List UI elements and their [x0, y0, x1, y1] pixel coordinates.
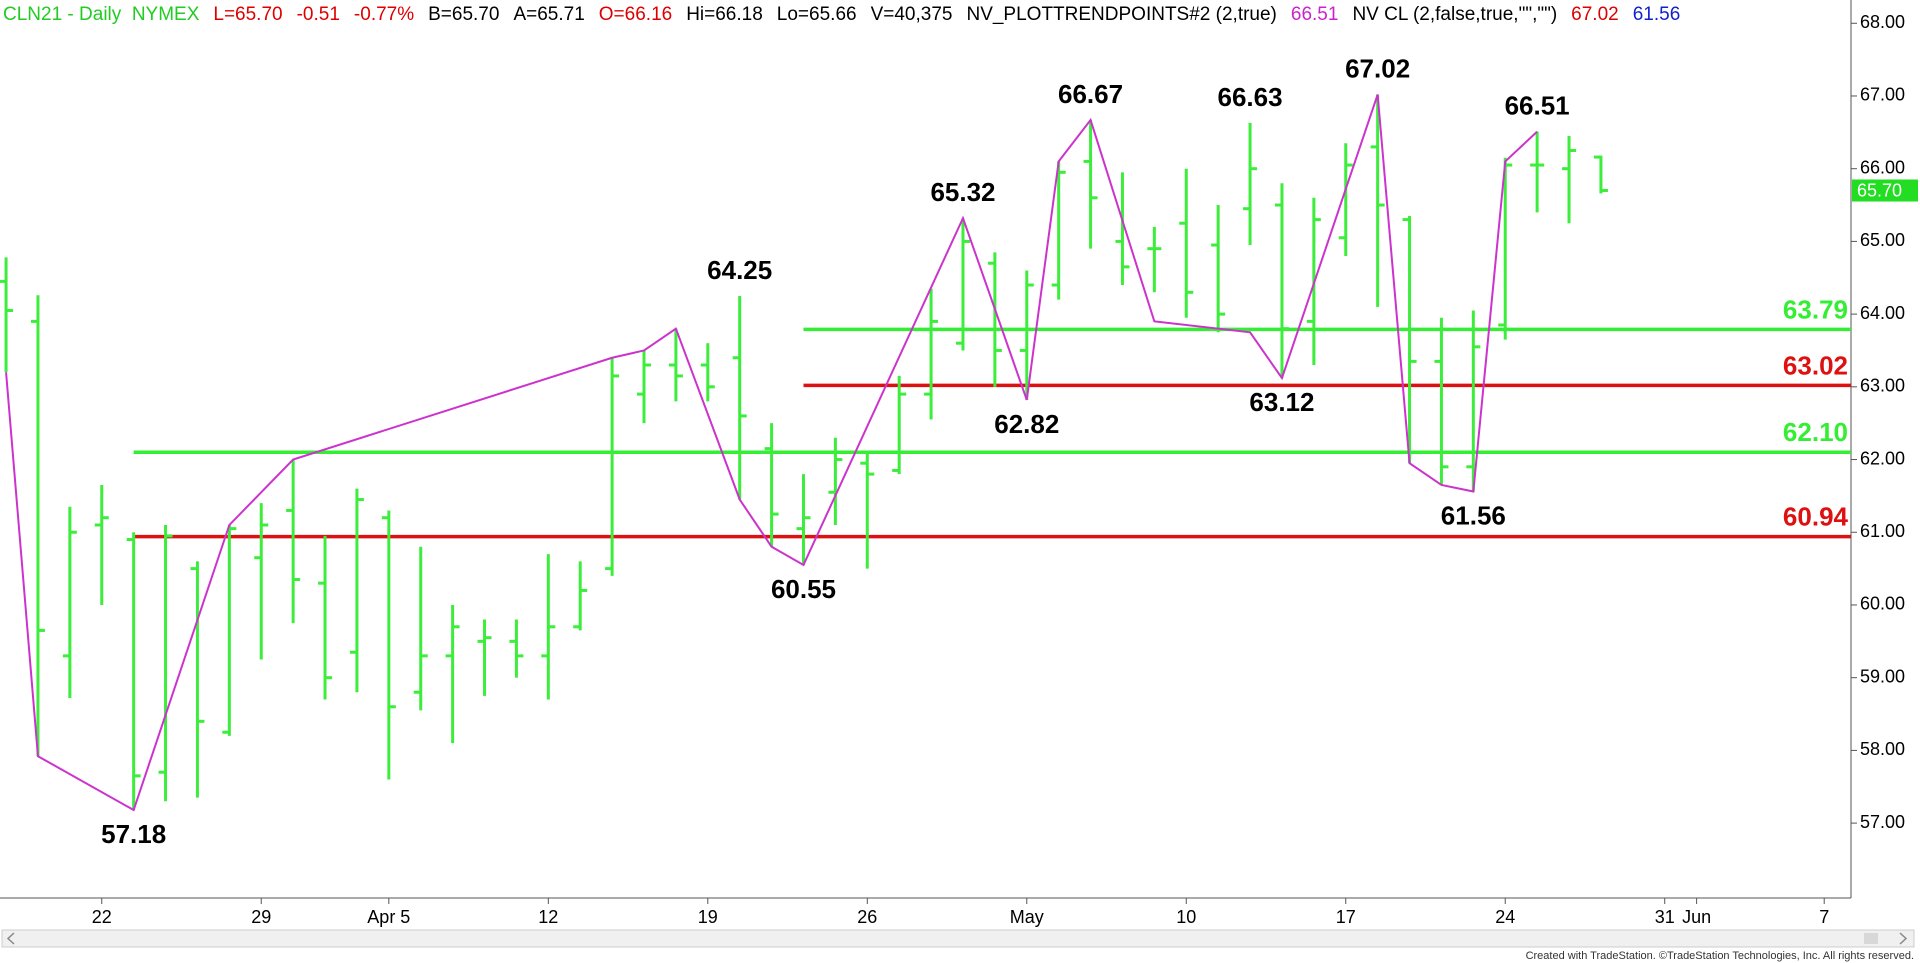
scroll-right[interactable] [1899, 932, 1908, 945]
y-tick-label: 57.00 [1860, 812, 1905, 832]
y-tick-label: 67.00 [1860, 85, 1905, 105]
header-item: Hi=66.18 [686, 4, 763, 25]
header-item: 67.02 [1571, 4, 1619, 25]
scroll-thumb[interactable] [1864, 933, 1878, 944]
header-item: A=65.71 [513, 4, 584, 25]
header-item: 66.51 [1291, 4, 1339, 25]
pivot-label: 65.32 [930, 177, 995, 207]
level-label: 63.02 [1783, 350, 1848, 380]
header-item: NV_PLOTTRENDPOINTS#2 (2,true) [966, 4, 1276, 25]
y-tick-label: 61.00 [1860, 521, 1905, 541]
header-item: 61.56 [1633, 4, 1681, 25]
y-tick-label: 62.00 [1860, 448, 1905, 468]
trend-line [5, 94, 1538, 812]
x-tick-label: 31 [1655, 907, 1675, 927]
x-tick-label: 26 [857, 907, 877, 927]
x-tick-label: Apr 5 [367, 907, 410, 927]
last-price-box [1852, 179, 1918, 202]
x-tick-label: 12 [538, 907, 558, 927]
x-tick-label: 17 [1336, 907, 1356, 927]
y-tick-label: 63.00 [1860, 376, 1905, 396]
header-item: NV CL (2,false,true,"","") [1352, 4, 1557, 25]
header: CLN21 - Daily NYMEX L=65.70 -0.51 -0.77% B=6… [3, 4, 1680, 25]
pivot-label: 66.51 [1505, 90, 1570, 120]
x-tick-label: Jun [1682, 907, 1711, 927]
header-item: O=66.16 [599, 4, 672, 25]
pivot-label: 62.82 [994, 409, 1059, 439]
header-item: B=65.70 [428, 4, 499, 25]
x-tick-label: 24 [1495, 907, 1515, 927]
x-tick-label: 10 [1176, 907, 1196, 927]
y-tick-label: 58.00 [1860, 739, 1905, 759]
pivot-label: 66.67 [1058, 79, 1123, 109]
scrollbar[interactable] [1, 929, 1915, 948]
last-price-label: 65.70 [1857, 180, 1902, 200]
footer: Created with TradeStation. ©TradeStation… [1526, 950, 1914, 962]
header-item: V=40,375 [871, 4, 953, 25]
y-tick-label: 60.00 [1860, 594, 1905, 614]
x-tick-label: 22 [92, 907, 112, 927]
x-tick-label: May [1010, 907, 1044, 927]
y-tick-label: 59.00 [1860, 666, 1905, 686]
pivot-label: 61.56 [1441, 500, 1506, 530]
pivot-label: 60.55 [771, 574, 836, 604]
level-label: 63.79 [1783, 294, 1848, 324]
y-tick-label: 68.00 [1860, 12, 1905, 32]
scroll-left[interactable] [6, 932, 15, 945]
header-item: Lo=65.66 [777, 4, 857, 25]
header-item: CLN21 - Daily NYMEX [3, 4, 200, 25]
x-tick-label: 19 [698, 907, 718, 927]
level-label: 62.10 [1783, 417, 1848, 447]
header-item: -0.77% [354, 4, 414, 25]
pivot-label: 67.02 [1345, 53, 1410, 83]
y-tick-label: 65.00 [1860, 230, 1905, 250]
pivot-label: 57.18 [101, 819, 166, 849]
pivot-label: 63.12 [1249, 387, 1314, 417]
pivot-label: 64.25 [707, 255, 772, 285]
y-tick-label: 66.00 [1860, 157, 1905, 177]
y-tick-label: 64.00 [1860, 303, 1905, 323]
x-tick-label: 29 [251, 907, 271, 927]
header-item: -0.51 [297, 4, 340, 25]
level-label: 60.94 [1783, 501, 1849, 531]
header-item: L=65.70 [213, 4, 282, 25]
x-tick-label: 7 [1819, 907, 1829, 927]
pivot-label: 66.63 [1218, 82, 1283, 112]
